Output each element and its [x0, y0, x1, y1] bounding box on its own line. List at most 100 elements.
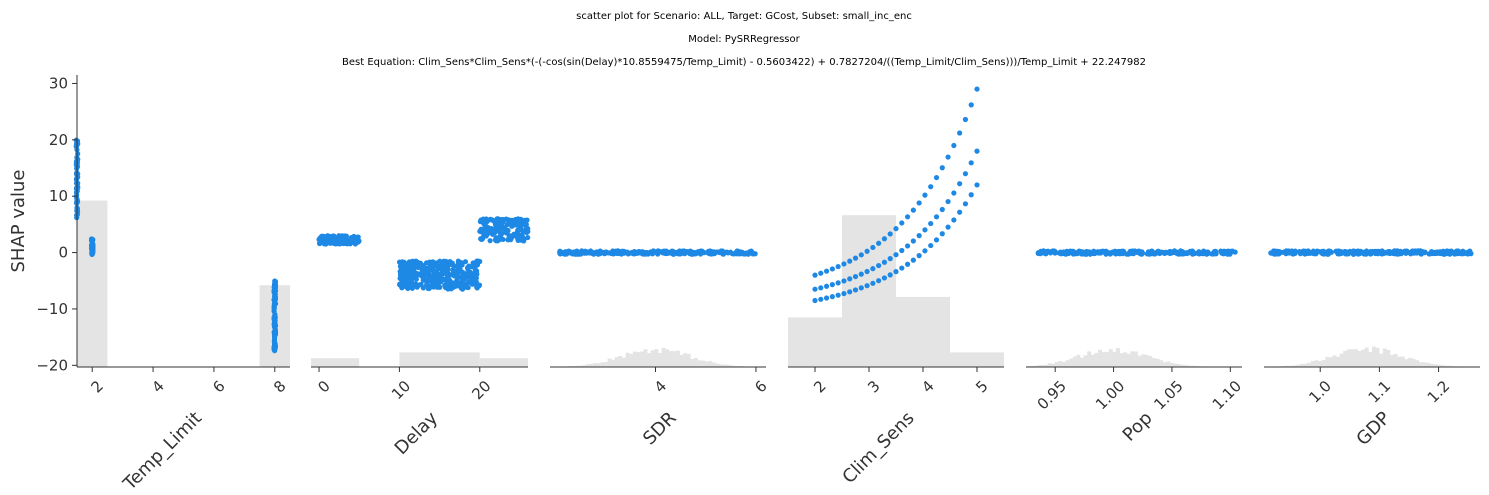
histogram-bar — [1300, 363, 1304, 367]
data-point — [899, 220, 905, 226]
data-point — [399, 285, 405, 291]
data-point — [887, 256, 893, 262]
data-point — [847, 289, 853, 295]
histogram-bar — [1436, 364, 1441, 367]
histogram-bar — [1372, 346, 1376, 367]
histogram-bar — [1321, 360, 1326, 367]
data-point — [668, 250, 675, 256]
data-point — [487, 238, 493, 244]
data-point — [406, 273, 412, 279]
histogram-bar — [1080, 357, 1084, 367]
data-point — [818, 270, 824, 276]
histogram-bar — [614, 357, 619, 367]
data-point — [835, 263, 841, 270]
data-point — [899, 265, 905, 271]
data-point — [517, 233, 523, 239]
data-point — [401, 264, 407, 270]
histogram-bar — [607, 358, 612, 367]
data-point — [625, 251, 631, 257]
data-point — [951, 217, 957, 223]
data-point — [406, 259, 412, 265]
histogram-bar — [1285, 365, 1290, 367]
histogram-bar — [1375, 347, 1380, 367]
data-point — [419, 267, 425, 273]
histogram-bar — [708, 361, 713, 367]
data-point — [500, 219, 506, 225]
data-point — [734, 249, 740, 255]
data-point — [1460, 249, 1467, 255]
data-point — [939, 231, 945, 237]
histogram-bar — [629, 353, 634, 367]
data-point — [812, 272, 818, 278]
histogram-bar — [1126, 353, 1131, 367]
histogram-bar — [654, 349, 659, 367]
data-point — [518, 226, 524, 232]
data-point — [352, 241, 359, 247]
data-point — [1287, 249, 1293, 255]
histogram-bar — [950, 352, 1004, 367]
histogram-bar — [575, 365, 580, 367]
data-point — [478, 229, 484, 235]
histogram-bar — [1343, 350, 1348, 367]
data-point — [1391, 250, 1397, 257]
histogram-bar — [788, 317, 842, 367]
data-point — [1158, 249, 1164, 255]
histogram-bar — [650, 350, 655, 367]
data-point — [939, 206, 945, 213]
data-point — [676, 251, 682, 257]
data-point — [852, 287, 859, 293]
data-point — [349, 236, 355, 242]
data-point — [472, 271, 478, 278]
data-point — [433, 268, 440, 274]
data-point — [504, 221, 510, 228]
data-point — [271, 306, 277, 312]
histogram-bar — [1404, 359, 1409, 367]
data-point — [962, 116, 969, 123]
histogram-bar — [1098, 349, 1102, 367]
y-tick-label: −20 — [36, 356, 68, 374]
data-point — [271, 322, 277, 328]
data-point — [1169, 249, 1176, 255]
data-point — [498, 226, 505, 232]
data-point — [723, 249, 730, 255]
histogram-bar — [1318, 361, 1322, 367]
data-point — [434, 284, 441, 290]
histogram-bar — [1162, 362, 1167, 367]
histogram-bar — [647, 353, 652, 367]
data-point — [601, 251, 608, 257]
data-point — [1325, 250, 1332, 256]
data-point — [494, 221, 500, 227]
histogram-bar — [704, 361, 709, 367]
histogram-bar — [1336, 356, 1340, 367]
data-point — [951, 190, 957, 196]
data-point — [565, 250, 572, 256]
histogram-bar — [643, 349, 648, 367]
data-point — [1449, 249, 1455, 255]
data-point — [1387, 250, 1393, 256]
data-point — [957, 209, 963, 215]
data-point — [557, 248, 563, 254]
data-point — [1163, 249, 1169, 256]
histogram-bar — [1058, 361, 1063, 367]
data-point — [1278, 249, 1284, 256]
histogram-bar — [1148, 356, 1153, 367]
data-point — [933, 174, 940, 181]
data-point — [479, 236, 485, 242]
data-point — [1076, 249, 1082, 255]
histogram-bar — [896, 296, 950, 367]
histogram-bar — [636, 352, 641, 367]
histogram-bar — [632, 351, 637, 367]
data-point — [852, 255, 859, 261]
data-point — [473, 259, 479, 265]
data-point — [272, 299, 278, 306]
data-point — [464, 265, 471, 271]
histogram-bar — [1447, 365, 1452, 367]
histogram-bar — [1415, 360, 1420, 367]
data-point — [1302, 250, 1308, 256]
data-point — [581, 250, 587, 256]
data-point — [818, 296, 824, 302]
histogram-bar — [625, 352, 630, 367]
data-point — [910, 257, 916, 263]
data-point — [509, 234, 515, 240]
